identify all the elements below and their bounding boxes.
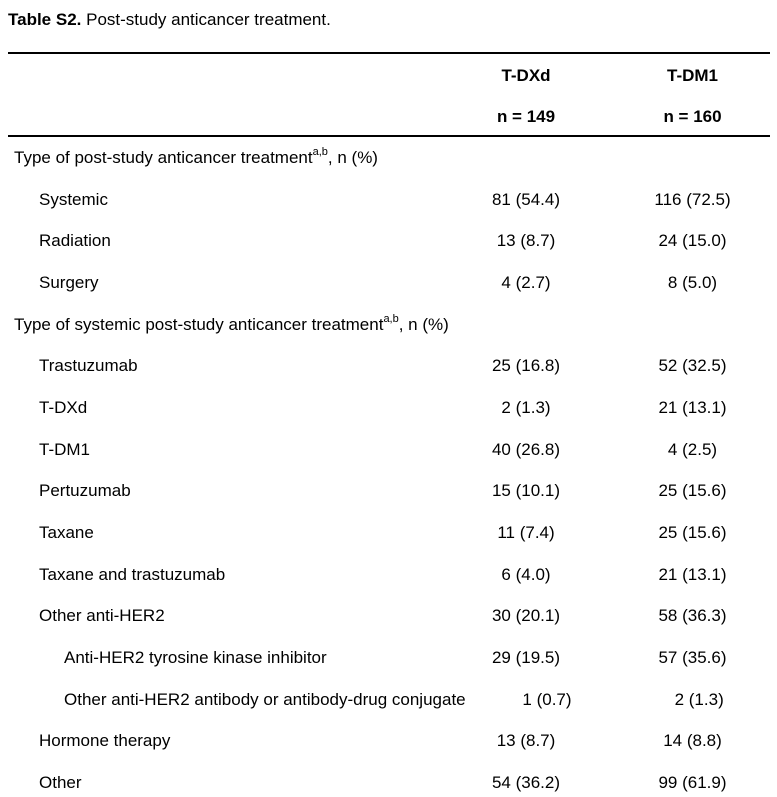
row-label: Systemic [39, 189, 108, 209]
row-value-tdxd: 54 (36.2) [491, 773, 561, 793]
table-row: Pertuzumab 15 (10.1) 25 (15.6) [8, 471, 770, 513]
table-row: Type of post-study anticancer treatmenta… [8, 137, 770, 179]
row-value-tdm1: 24 (15.0) [658, 231, 727, 251]
header-row-n: n = 149 n = 160 [8, 98, 770, 135]
row-value-tdxd: 25 (16.8) [491, 356, 561, 376]
row-value-tdm1: 21 (13.1) [658, 397, 727, 417]
row-label: Type of post-study anticancer treatment [14, 147, 313, 167]
table-row: Other 54 (36.2) 99 (61.9) [8, 762, 770, 797]
row-label-cell: T-DM1 [8, 440, 437, 460]
table-row: Other anti-HER2 antibody or antibody-dru… [8, 679, 770, 721]
row-label-cell: Pertuzumab [8, 481, 437, 501]
row-label-cell: Taxane [8, 523, 437, 543]
row-label: Other [39, 773, 82, 793]
table-body: Type of post-study anticancer treatmenta… [8, 137, 770, 797]
row-label-cell: Radiation [8, 231, 437, 251]
row-value-tdm1: 4 (2.5) [667, 439, 718, 459]
header-row-arms: T-DXd T-DM1 [8, 54, 770, 98]
table-caption-text: Post-study anticancer treatment. [81, 10, 331, 29]
row-label-cell: Taxane and trastuzumab [8, 565, 437, 585]
row-value-tdxd: 29 (19.5) [491, 648, 561, 668]
row-value-tdxd: 40 (26.8) [491, 439, 561, 459]
row-superscript: a,b [383, 312, 399, 325]
row-label-cell: Anti-HER2 tyrosine kinase inhibitor [8, 648, 437, 668]
row-label: Radiation [39, 231, 111, 251]
table-row: Other anti-HER2 30 (20.1) 58 (36.3) [8, 596, 770, 638]
row-value-tdxd: 13 (8.7) [496, 231, 556, 251]
row-label: T-DM1 [39, 439, 90, 459]
row-value-tdxd: 15 (10.1) [491, 481, 561, 501]
table-row: T-DXd 2 (1.3) 21 (13.1) [8, 387, 770, 429]
row-value-tdxd: 11 (7.4) [497, 523, 555, 543]
table-row: Hormone therapy 13 (8.7) 14 (8.8) [8, 721, 770, 763]
row-value-tdm1: 57 (35.6) [658, 648, 727, 668]
row-value-tdm1: 25 (15.6) [658, 523, 727, 543]
row-label-suffix: , n (%) [327, 147, 378, 167]
column-header-tdxd: T-DXd [501, 66, 551, 85]
data-table: T-DXd T-DM1 n = 149 n = 160 Type of post… [8, 52, 770, 797]
column-header-tdm1: T-DM1 [667, 66, 718, 85]
table-row: Type of systemic post-study anticancer t… [8, 304, 770, 346]
table-caption-number: Table S2. [8, 10, 82, 29]
row-label-cell: Type of post-study anticancer treatmenta… [8, 146, 437, 168]
table-row: T-DM1 40 (26.8) 4 (2.5) [8, 429, 770, 471]
row-value-tdxd: 4 (2.7) [501, 272, 551, 292]
row-value-tdxd: 1 (0.7) [522, 689, 572, 709]
row-label: Trastuzumab [39, 356, 138, 376]
row-value-tdxd: 6 (4.0) [501, 564, 551, 584]
row-label-cell: Other [8, 773, 437, 793]
row-label: Anti-HER2 tyrosine kinase inhibitor [64, 648, 327, 668]
row-label: Taxane [39, 523, 94, 543]
row-label: Type of systemic post-study anticancer t… [14, 314, 384, 334]
table-row: Taxane 11 (7.4) 25 (15.6) [8, 512, 770, 554]
row-label-cell: Surgery [8, 273, 437, 293]
table-row: Surgery 4 (2.7) 8 (5.0) [8, 262, 770, 304]
row-value-tdm1: 2 (1.3) [674, 689, 724, 709]
row-value-tdm1: 25 (15.6) [658, 481, 727, 501]
row-value-tdxd: 2 (1.3) [501, 397, 551, 417]
row-value-tdxd: 81 (54.4) [491, 189, 561, 209]
row-label-cell: Hormone therapy [8, 731, 437, 751]
row-value-tdm1: 58 (36.3) [658, 606, 727, 626]
row-label: Hormone therapy [39, 731, 171, 751]
row-label: Other anti-HER2 [39, 606, 165, 626]
row-value-tdm1: 21 (13.1) [658, 564, 727, 584]
row-label-cell: Trastuzumab [8, 356, 437, 376]
row-label: T-DXd [39, 397, 88, 417]
row-label-cell: Other anti-HER2 antibody or antibody-dru… [8, 690, 466, 710]
row-label: Surgery [39, 272, 99, 292]
row-label-cell: Type of systemic post-study anticancer t… [8, 312, 449, 335]
row-value-tdm1: 52 (32.5) [658, 356, 727, 376]
row-value-tdm1: 99 (61.9) [658, 773, 727, 793]
row-value-tdm1: 8 (5.0) [667, 272, 718, 292]
row-label: Pertuzumab [39, 481, 131, 501]
row-label-cell: T-DXd [8, 398, 437, 418]
table-header: T-DXd T-DM1 n = 149 n = 160 [8, 52, 770, 137]
row-value-tdxd: 13 (8.7) [496, 731, 556, 751]
row-value-tdm1: 116 (72.5) [654, 189, 731, 209]
table-caption: Table S2. Post-study anticancer treatmen… [8, 10, 331, 30]
table-row: Taxane and trastuzumab 6 (4.0) 21 (13.1) [8, 554, 770, 596]
row-label-suffix: , n (%) [398, 314, 449, 334]
column-n-tdm1: n = 160 [663, 106, 722, 126]
row-label: Other anti-HER2 antibody or antibody-dru… [64, 689, 466, 709]
column-n-tdxd: n = 149 [496, 106, 556, 126]
table-row: Systemic 81 (54.4) 116 (72.5) [8, 179, 770, 221]
row-value-tdxd: 30 (20.1) [491, 606, 561, 626]
table-row: Anti-HER2 tyrosine kinase inhibitor 29 (… [8, 637, 770, 679]
table-row: Trastuzumab 25 (16.8) 52 (32.5) [8, 345, 770, 387]
row-superscript: a,b [312, 146, 328, 159]
table-row: Radiation 13 (8.7) 24 (15.0) [8, 220, 770, 262]
row-label-cell: Other anti-HER2 [8, 606, 437, 626]
row-label: Taxane and trastuzumab [39, 564, 226, 584]
row-label-cell: Systemic [8, 190, 437, 210]
row-value-tdm1: 14 (8.8) [663, 731, 722, 751]
